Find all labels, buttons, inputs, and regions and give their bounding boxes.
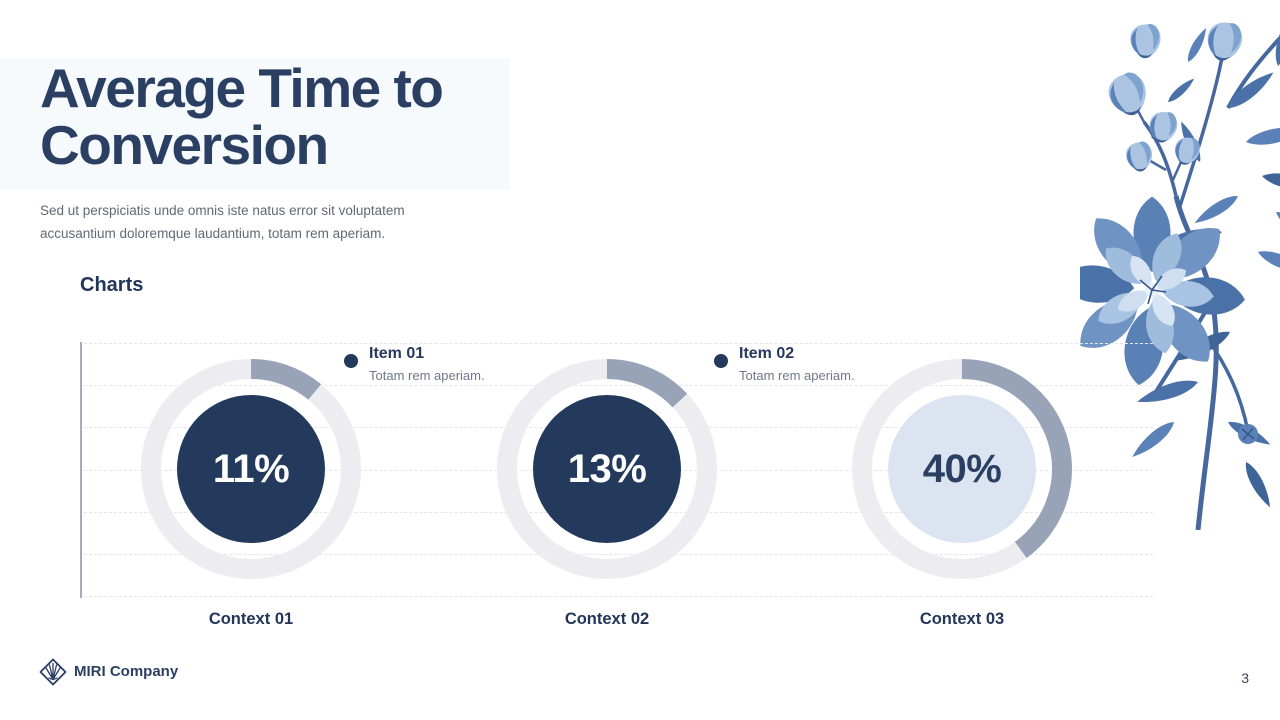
legend-item-02: Item 02 Totam rem aperiam. [714,344,855,383]
donut-chart-context-01: 11% Context 01 [139,357,363,628]
donut-value: 13% [567,446,647,491]
donut-ring [497,359,717,579]
page-title: Average Time to Conversion [40,57,444,176]
legend-description: Totam rem aperiam. [739,368,855,383]
donut-progress-arc [250,359,322,400]
legend-description: Totam rem aperiam. [369,368,485,383]
donut-label: Context 03 [919,610,1005,628]
slide-subtitle: Sed ut perspiciatis unde omnis iste natu… [40,203,405,241]
flower-decoration [1080,19,1280,530]
gridline [84,343,1153,344]
donut-label: Context 02 [564,610,650,628]
donut-chart-context-03: 40% Context 03 [850,357,1074,628]
donut-chart-context-02: 13% Context 02 [495,357,719,628]
gridline [84,554,1153,555]
legend-title: Item 01 [369,345,425,362]
donut-label: Context 01 [208,610,294,628]
gridline [84,385,1153,386]
company-name: MIRI Company [74,663,179,680]
donut-ring [852,359,1072,579]
title-backdrop [0,58,510,190]
donut-ring [141,359,361,579]
donut-progress-arc [961,359,1072,558]
page-number: 3 [1241,670,1249,686]
legend-title: Item 02 [739,345,795,362]
donut-value: 11% [212,446,290,491]
donut-inner-circle [888,395,1036,543]
section-heading: Charts [80,274,144,296]
donut-inner-circle [533,395,681,543]
donut-progress-arc [606,359,688,408]
legend-dot-icon [714,354,728,368]
legend-item-01: Item 01 Totam rem aperiam. [344,344,485,383]
gridline [84,596,1153,597]
donut-inner-circle [177,395,325,543]
legend-dot-icon [344,354,358,368]
company-logo-icon [39,658,67,686]
donut-value: 40% [922,446,1002,491]
y-axis-line [80,342,82,598]
